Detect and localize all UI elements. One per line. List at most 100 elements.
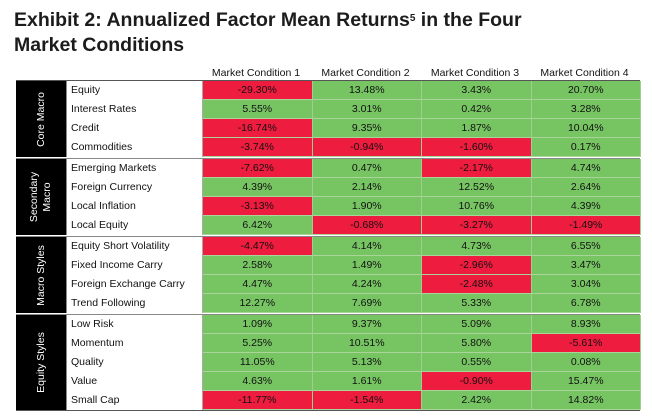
factor-label: Local Equity [67,216,203,235]
return-cell-negative: -1.54% [312,391,422,410]
table-row: Emerging Markets -7.62% 0.47% -2.17% 4.74% [67,159,641,178]
return-cell-negative: -3.74% [203,138,313,157]
table-row: Small Cap -11.77% -1.54% 2.42% 14.82% [67,391,641,410]
title-line1: Exhibit 2: Annualized Factor Mean Return… [14,9,410,31]
group-label-band: Secondary Macro [16,159,67,235]
table-row: Commodities -3.74% -0.94% -1.60% 0.17% [67,138,641,157]
table-row: Trend Following 12.27% 7.69% 5.33% 6.78% [67,294,641,313]
factor-label: Emerging Markets [67,159,203,178]
table-row: Equity -29.30% 13.48% 3.43% 20.70% [67,81,641,100]
return-cell-positive: 4.74% [531,159,641,178]
return-cell-positive: 2.14% [312,178,422,197]
factor-group: Macro Styles Equity Short Volatility -4.47… [16,236,641,314]
title-line2: Market Conditions [14,34,185,56]
return-cell-positive: 0.47% [312,159,422,178]
return-cell-positive: 10.04% [531,119,641,138]
return-cell-positive: 3.01% [312,100,422,119]
return-cell-positive: 0.08% [531,353,641,372]
return-cell-positive: 14.82% [531,391,641,410]
return-cell-positive: 4.24% [312,275,422,294]
return-cell-positive: 7.69% [312,294,422,313]
group-label: Equity Styles [34,332,47,393]
factor-label: Credit [67,119,203,138]
return-cell-positive: 3.47% [531,256,641,275]
return-cell-negative: -0.68% [312,216,422,235]
table-row: Equity Short Volatility -4.47% 4.14% 4.73% 6… [67,237,641,256]
factor-label: Trend Following [67,294,203,313]
factor-label: Equity Short Volatility [67,237,203,256]
table-row: Interest Rates 5.55% 3.01% 0.42% 3.28% [67,100,641,119]
return-cell-negative: -0.90% [422,372,532,391]
return-cell-positive: 4.39% [531,197,641,216]
return-cell-positive: 5.25% [203,334,313,353]
column-header: Market Condition 1 [211,67,301,79]
return-cell-negative: -1.49% [531,216,641,235]
group-label: Core Macro [34,91,47,147]
group-label-band: Equity Styles [16,315,67,410]
factor-label: Interest Rates [67,100,203,119]
factor-label: Low Risk [67,315,203,334]
return-cell-positive: 4.39% [203,178,313,197]
factor-group: Equity Styles Low Risk 1.09% 9.37% 5.09% 8.93… [16,314,641,410]
return-cell-positive: 5.13% [312,353,422,372]
return-cell-positive: 5.55% [203,100,313,119]
return-cell-positive: 1.87% [422,119,532,138]
column-header: Market Condition 4 [540,67,629,79]
return-cell-negative: -2.17% [422,159,532,178]
return-cell-positive: 9.35% [312,119,422,138]
table-row: Local Equity 6.42% -0.68% -3.27% -1.49% [67,216,641,235]
return-cell-negative: -29.30% [203,81,313,100]
factor-label: Foreign Exchange Carry [67,275,203,294]
return-cell-positive: 1.49% [312,256,422,275]
return-cell-positive: 4.63% [203,372,313,391]
group-label: Macro Styles [34,244,47,306]
table-row: Foreign Currency 4.39% 2.14% 12.52% 2.64% [67,178,641,197]
factor-label: Fixed Income Carry [67,256,203,275]
table-row: Low Risk 1.09% 9.37% 5.09% 8.93% [67,315,641,334]
factor-label: Local Inflation [67,197,203,216]
factor-label: Value [67,372,203,391]
return-cell-positive: 3.43% [422,81,532,100]
return-cell-positive: 12.52% [422,178,532,197]
return-cell-positive: 10.51% [312,334,422,353]
return-cell-positive: 1.90% [312,197,422,216]
title-footnote-marker: 5 [409,13,416,24]
return-cell-negative: -2.48% [422,275,532,294]
return-cell-positive: 13.48% [312,81,422,100]
return-cell-negative: -2.96% [422,256,532,275]
return-cell-positive: 11.05% [203,353,313,372]
table-row: Fixed Income Carry 2.58% 1.49% -2.96% 3.47% [67,256,641,275]
title-line1-end: in the Four [415,9,522,31]
return-cell-positive: 0.55% [422,353,532,372]
return-cell-positive: 2.64% [531,178,641,197]
return-cell-positive: 8.93% [531,315,641,334]
return-cell-negative: -4.47% [203,237,313,256]
return-cell-negative: -3.27% [422,216,532,235]
returns-table: Core Macro Equity -29.30% 13.48% 3.43% 20.70%… [16,80,641,411]
return-cell-positive: 20.70% [531,81,641,100]
return-cell-positive: 0.17% [531,138,641,157]
return-cell-positive: 4.73% [422,237,532,256]
table-row: Value 4.63% 1.61% -0.90% 15.47% [67,372,641,391]
group-label-band: Macro Styles [16,237,67,313]
factor-label: Momentum [67,334,203,353]
return-cell-negative: -16.74% [203,119,313,138]
return-cell-negative: -1.60% [422,138,532,157]
return-cell-positive: 10.76% [422,197,532,216]
return-cell-positive: 4.47% [203,275,313,294]
return-cell-positive: 6.78% [531,294,641,313]
column-header: Market Condition 3 [430,67,520,79]
return-cell-positive: 3.04% [531,275,641,294]
return-cell-positive: 2.58% [203,256,313,275]
return-cell-negative: -0.94% [312,138,422,157]
table-row: Local Inflation -3.13% 1.90% 10.76% 4.39% [67,197,641,216]
return-cell-positive: 0.42% [422,100,532,119]
return-cell-positive: 9.37% [312,315,422,334]
exhibit-title: Exhibit 2: Annualized Factor Mean Return… [14,8,634,58]
factor-group: Secondary Macro Emerging Markets -7.62% 0.47… [16,158,641,236]
return-cell-positive: 5.09% [422,315,532,334]
return-cell-positive: 1.09% [203,315,313,334]
return-cell-positive: 5.33% [422,294,532,313]
return-cell-negative: -7.62% [203,159,313,178]
return-cell-positive: 2.42% [422,391,532,410]
